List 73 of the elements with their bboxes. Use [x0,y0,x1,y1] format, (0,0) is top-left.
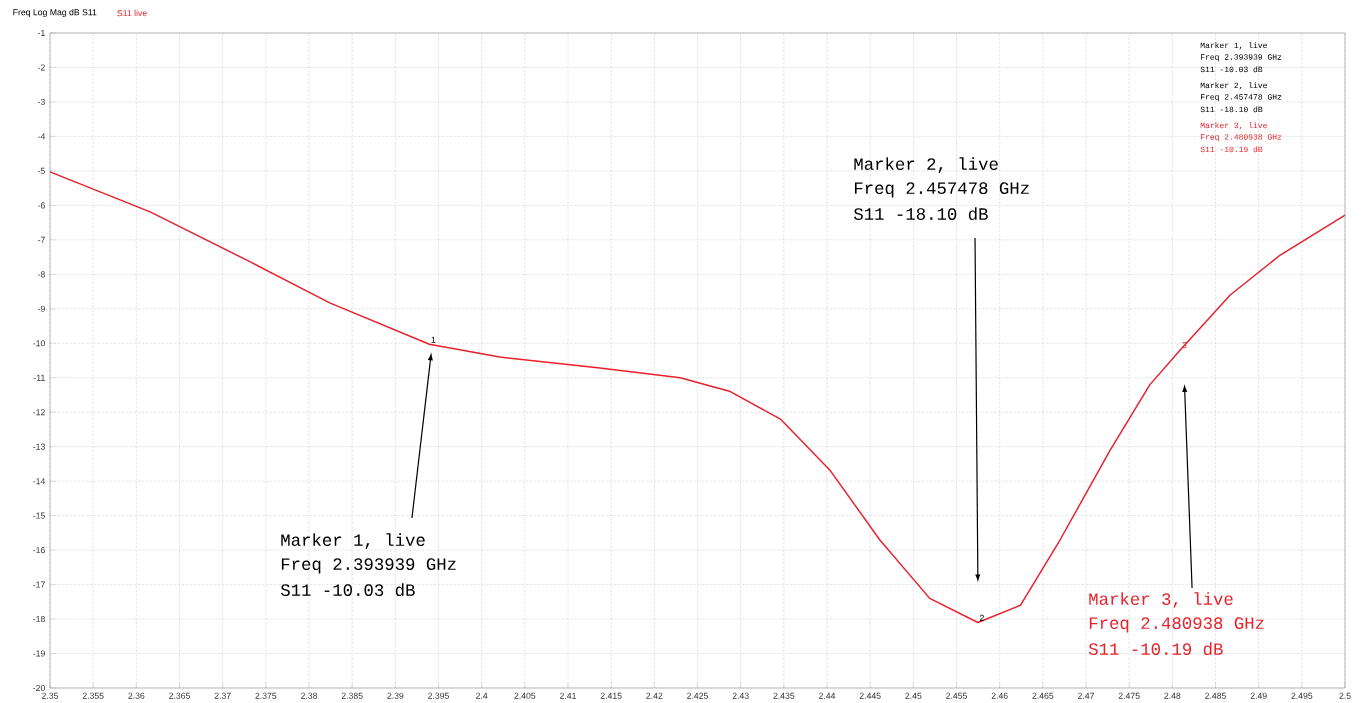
y-tick-label: -14 [33,478,46,485]
x-tick-label: 2.38 [301,692,318,699]
x-tick-label: 2.37 [214,692,231,699]
x-tick-label: 2.435 [773,692,795,699]
y-tick-label: -3 [37,98,45,106]
y-tick-label: -17 [33,581,45,588]
x-tick-label: 2.405 [514,692,536,699]
annotation: S11 -10.19 dB [1200,146,1263,153]
annotation: Marker 2, live [854,157,998,173]
annotation: Freq 2.393939 GHz [1200,54,1282,62]
y-tick-label: -15 [33,512,45,519]
x-tick-label: 2.445 [859,692,881,699]
text: S11 live [117,9,147,17]
x-tick-label: 2.47 [1078,692,1094,699]
x-tick-label: 2.475 [1118,692,1140,699]
annotation: Marker 3, live [1200,122,1267,130]
y-tick-label: -12 [33,409,45,416]
x-tick-label: 2.42 [646,692,663,699]
x-tick-label: 2.4 [476,692,488,699]
x-tick-label: 2.415 [600,692,622,699]
annotation: Marker 1, live [281,533,425,549]
x-tick-label: 2.46 [991,692,1008,699]
annotation: Freq 2.393939 GHz [281,558,456,574]
annotation: Freq 2.480938 GHz [1200,134,1282,142]
annotation: S11 -10.03 dB [1200,66,1263,73]
x-tick-label: 2.36 [128,692,145,699]
x-tick-label: 2.465 [1032,692,1054,699]
x-tick-label: 2.44 [819,692,836,699]
x-tick-label: 2.48 [1164,692,1181,699]
y-tick-label: -1 [37,30,45,36]
y-tick-label: -2 [37,64,45,71]
annotation: Freq 2.480938 GHz [1089,617,1264,633]
annotation: S11 -18.10 dB [1200,106,1263,113]
y-tick-label: -5 [37,167,45,174]
x-tick-label: 2.43 [732,692,749,699]
annotation: S11 -10.19 dB [1088,642,1223,656]
y-tick-label: -20 [33,684,45,692]
x-tick-label: 2.39 [387,692,404,699]
x-tick-label: 2.395 [428,692,449,699]
y-tick-label: -19 [33,650,45,657]
y-tick-label: -6 [37,202,45,209]
x-tick-label: 2.455 [946,692,967,699]
x-tick-label: 2.41 [560,692,577,699]
chart-title: Freq Log Mag dB S11 [13,8,97,18]
annotation: Marker 2, live [1200,82,1267,90]
x-tick-label: 2.425 [687,692,708,699]
annotation: Freq 2.457478 GHz [1200,94,1282,102]
annotation: S11 -10.03 dB [280,583,415,597]
x-tick-label: 2.5 [1339,692,1351,699]
annotation: Freq 2.457478 GHz [854,182,1029,198]
y-tick-label: -9 [37,305,45,312]
y-tick-label: -7 [37,236,45,243]
y-tick-label: -11 [33,374,45,381]
y-tick-label: -4 [37,133,46,140]
annotation: Marker 3, live [1089,592,1233,608]
x-tick-label: 2.485 [1205,692,1226,699]
x-tick-label: 2.375 [255,692,277,699]
annotation: 1 [431,336,436,343]
x-tick-label: 2.35 [42,692,59,699]
y-tick-label: -13 [33,443,45,450]
annotation: Marker 1, live [1200,42,1267,50]
x-tick-label: 2.355 [82,692,104,699]
y-tick-label: -18 [33,615,45,623]
x-tick-label: 2.365 [169,692,190,699]
x-tick-label: 2.495 [1291,692,1313,699]
annotation: S11 -18.10 dB [853,207,988,221]
annotation: 2 [979,614,984,621]
y-tick-label: -8 [37,271,45,278]
x-tick-label: 2.385 [341,692,363,699]
y-tick-label: -10 [33,340,45,347]
y-tick-label: -16 [33,547,45,554]
x-tick-label: 2.45 [905,692,922,699]
x-tick-label: 2.49 [1250,692,1267,699]
